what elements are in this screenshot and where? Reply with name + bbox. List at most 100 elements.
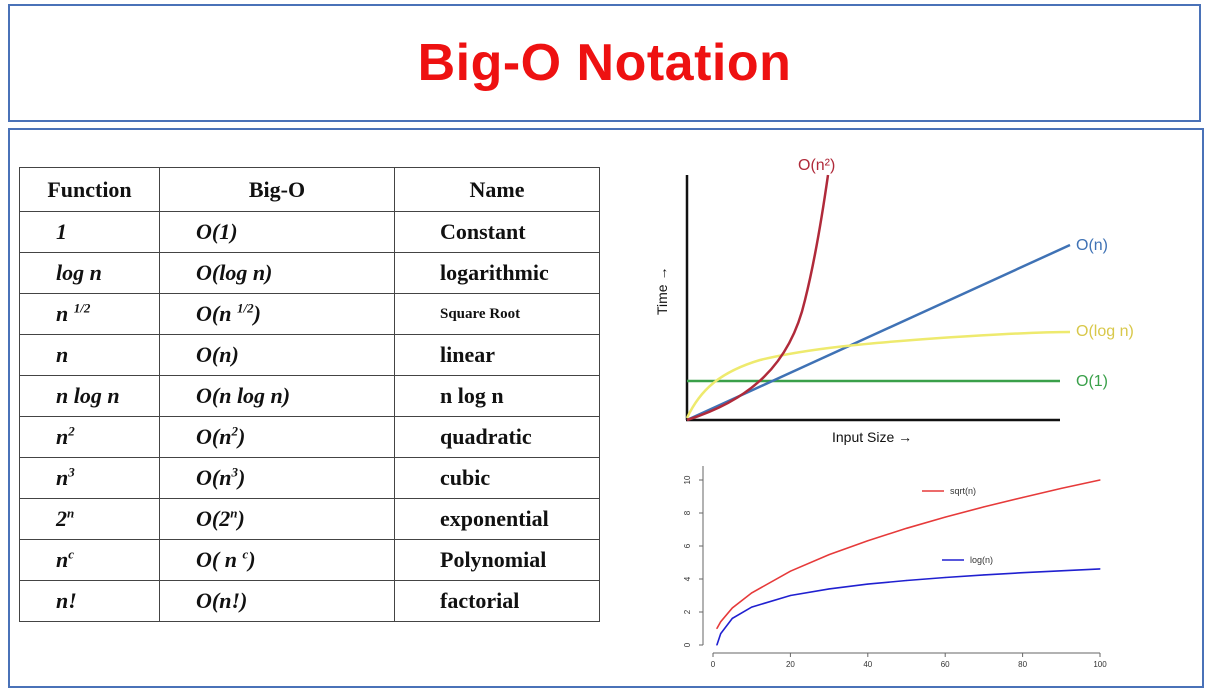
series-point xyxy=(867,540,869,542)
table-header-row: Function Big-O Name xyxy=(19,167,600,212)
title-panel: Big-O Notation xyxy=(8,4,1201,122)
complexity-name: n log n xyxy=(440,383,504,408)
series-point xyxy=(828,588,830,590)
complexity-name: Constant xyxy=(440,219,526,244)
y-tick-label: 4 xyxy=(683,576,692,581)
big-o-cell: O(1) xyxy=(159,211,395,253)
series-point xyxy=(983,574,985,576)
y-tick-label: 2 xyxy=(683,609,692,614)
big-o-text: O(2 xyxy=(196,506,231,531)
big-o-cell: O(log n) xyxy=(159,252,395,294)
legend-label: log(n) xyxy=(970,555,993,565)
big-o-cell: O(n 1/2) xyxy=(159,293,395,335)
series-point xyxy=(751,606,753,608)
big-o-text: O(1) xyxy=(196,219,238,244)
series-point xyxy=(1099,568,1101,570)
complexity-name-cell: Square Root xyxy=(394,293,600,335)
series-point xyxy=(983,506,985,508)
function-cell: log n xyxy=(19,252,160,294)
y-tick-label: 8 xyxy=(683,510,692,515)
series-point xyxy=(828,553,830,556)
table-row: log n O(log n) logarithmic xyxy=(19,252,600,294)
function-text: 1 xyxy=(56,219,67,244)
big-o-cell: O(n!) xyxy=(159,580,395,622)
big-o-cell: O(n log n) xyxy=(159,375,395,417)
table-row: n log n O(n log n) n log n xyxy=(19,375,600,417)
series-point xyxy=(1022,572,1024,574)
series-point xyxy=(944,576,946,579)
header-big-o: Big-O xyxy=(159,167,395,212)
series-point xyxy=(789,594,791,597)
function-exponent: c xyxy=(68,546,75,562)
complexity-name: quadratic xyxy=(440,424,532,449)
complexity-name-cell: n log n xyxy=(394,375,600,417)
legend-label: sqrt(n) xyxy=(950,486,976,496)
series-point xyxy=(716,644,718,646)
table-row: n 3 O(n3) cubic xyxy=(19,457,600,499)
series-line-sqrtn xyxy=(716,479,1101,629)
function-cell: 1 xyxy=(19,211,160,253)
series-point xyxy=(716,627,718,630)
header-name: Name xyxy=(394,167,600,212)
function-text: n xyxy=(56,342,69,367)
complexity-name-cell: linear xyxy=(394,334,600,376)
log-label: O(log n) xyxy=(1076,323,1134,340)
function-exponent: 2 xyxy=(68,423,75,439)
function-cell: n log n xyxy=(19,375,160,417)
table-row: nc O( n c) Polynomial xyxy=(19,539,600,581)
big-o-text: O( n xyxy=(196,547,243,572)
big-o-text: O(n log n) xyxy=(196,383,291,408)
x-tick-label: 100 xyxy=(1093,660,1107,669)
big-o-cell: O(n3) xyxy=(159,457,395,499)
series-point xyxy=(751,592,753,594)
big-o-tail: ) xyxy=(248,547,256,572)
big-o-cell: O(2n) xyxy=(159,498,395,540)
big-o-exponent: 3 xyxy=(231,464,238,480)
y-tick-label: 0 xyxy=(683,642,692,647)
x-tick-label: 80 xyxy=(1018,660,1027,669)
big-o-exponent: c xyxy=(242,546,249,562)
big-o-exponent: 1/2 xyxy=(236,300,254,316)
big-o-exponent: n xyxy=(230,505,238,521)
table-row: 1 O(1) Constant xyxy=(19,211,600,253)
complexity-name: Polynomial xyxy=(440,547,547,572)
function-exponent: 1/2 xyxy=(73,300,91,316)
big-o-tail: ) xyxy=(253,301,261,326)
function-text: n! xyxy=(56,588,77,613)
complexity-name-cell: exponential xyxy=(394,498,600,540)
function-text: log n xyxy=(56,260,102,285)
complexity-name: factorial xyxy=(440,588,520,613)
big-o-cell: O(n) xyxy=(159,334,395,376)
page-title: Big-O Notation xyxy=(417,34,792,92)
growth-rate-diagram: O(n²) O(n) O(log n) O(1) Input Size → Ti… xyxy=(654,157,1134,445)
x-tick-label: 60 xyxy=(941,660,950,669)
table-row: 2n O(2n) exponential xyxy=(19,498,600,540)
function-cell: nc xyxy=(19,539,160,581)
growth-y-label: Time → xyxy=(654,267,670,315)
complexity-name: Square Root xyxy=(440,305,521,322)
complexity-name: exponential xyxy=(440,506,549,531)
function-cell: 2n xyxy=(19,498,160,540)
function-text: n xyxy=(56,465,69,490)
big-o-tail: ) xyxy=(237,506,245,531)
big-o-table: Function Big-O Name 1 O(1) Constant log n O(… xyxy=(19,167,600,622)
big-o-cell: O( n c) xyxy=(159,539,395,581)
function-text: n xyxy=(56,301,74,326)
linear-curve xyxy=(686,243,1071,422)
log-curve xyxy=(685,330,1071,419)
table-row: n O(n) linear xyxy=(19,334,600,376)
big-o-text: O(n xyxy=(196,424,232,449)
series-point xyxy=(905,527,908,529)
quadratic-curve xyxy=(686,174,830,422)
big-o-cell: O(n2) xyxy=(159,416,395,458)
complexity-name-cell: cubic xyxy=(394,457,600,499)
function-text: n xyxy=(56,547,69,572)
constant-label: O(1) xyxy=(1076,373,1108,390)
series-point xyxy=(720,633,722,635)
series-point xyxy=(1022,496,1024,499)
y-tick-label: 10 xyxy=(683,475,692,484)
series-point xyxy=(720,621,722,623)
complexity-name-cell: quadratic xyxy=(394,416,600,458)
function-text: n log n xyxy=(56,383,120,408)
